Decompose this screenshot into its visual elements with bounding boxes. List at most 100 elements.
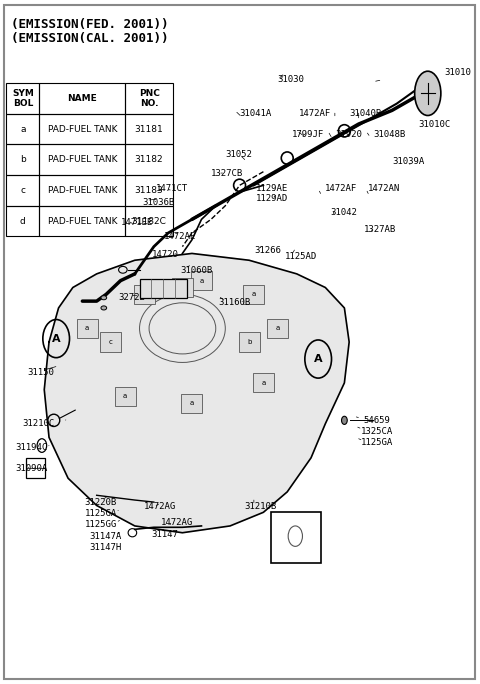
Bar: [39, 206, 125, 237]
Text: 14720: 14720: [152, 250, 179, 259]
Bar: [115, 387, 136, 406]
Bar: [39, 114, 125, 144]
Text: PNC
NO.: PNC NO.: [139, 89, 159, 108]
Bar: [125, 175, 173, 206]
Text: 31048B: 31048B: [373, 130, 405, 139]
Text: PAD-FUEL TANK: PAD-FUEL TANK: [48, 186, 117, 195]
Text: 31160B: 31160B: [218, 298, 251, 307]
Text: PAD-FUEL TANK: PAD-FUEL TANK: [48, 155, 117, 164]
Text: a: a: [190, 400, 194, 406]
Text: 1327AB: 1327AB: [363, 225, 396, 234]
Text: 31220B: 31220B: [85, 497, 117, 507]
Text: 1799JF: 1799JF: [292, 130, 324, 139]
Text: 1472AF: 1472AF: [325, 184, 358, 193]
Text: 1472AN: 1472AN: [368, 184, 400, 193]
Text: 1472AF: 1472AF: [299, 109, 331, 118]
Text: a: a: [85, 326, 89, 331]
Text: NAME: NAME: [68, 94, 97, 103]
Text: 1327CB: 1327CB: [211, 168, 243, 178]
Text: a: a: [142, 291, 146, 298]
Bar: [125, 114, 173, 144]
Text: c: c: [20, 186, 25, 195]
Bar: [253, 373, 274, 393]
Text: 31182: 31182: [135, 155, 163, 164]
Text: a: a: [123, 393, 127, 399]
Text: 31010C: 31010C: [418, 120, 450, 129]
Text: b: b: [20, 155, 26, 164]
Bar: [267, 319, 288, 338]
Bar: [6, 83, 39, 114]
Bar: [134, 285, 155, 304]
Text: 1325CA: 1325CA: [361, 428, 393, 436]
Text: 54659: 54659: [363, 416, 390, 425]
Text: (EMISSION(CAL. 2001)): (EMISSION(CAL. 2001)): [11, 32, 168, 45]
Bar: [6, 206, 39, 237]
Text: 1472AG: 1472AG: [161, 518, 193, 527]
Text: 31040B: 31040B: [349, 109, 382, 118]
Bar: [191, 271, 212, 290]
Bar: [6, 114, 39, 144]
Text: 31194C: 31194C: [16, 443, 48, 452]
Text: a: a: [20, 124, 25, 133]
Text: PAD-FUEL TANK: PAD-FUEL TANK: [48, 217, 117, 226]
Text: 31060B: 31060B: [180, 266, 212, 275]
Text: 1125GA: 1125GA: [85, 509, 117, 518]
Text: (EMISSION(FED. 2001)): (EMISSION(FED. 2001)): [11, 18, 168, 31]
Bar: [6, 175, 39, 206]
Text: 31052: 31052: [225, 150, 252, 159]
Text: 1125GA: 1125GA: [361, 438, 393, 447]
Bar: [239, 332, 260, 352]
Text: 1472AG: 1472AG: [144, 502, 177, 512]
Text: c: c: [109, 339, 113, 345]
Text: A: A: [52, 334, 60, 343]
Text: 31181: 31181: [135, 124, 164, 133]
Polygon shape: [44, 254, 349, 533]
Text: 31182C: 31182C: [132, 217, 167, 226]
Text: 31147H: 31147H: [90, 543, 122, 552]
Text: 31090A: 31090A: [16, 464, 48, 473]
Bar: [172, 278, 193, 297]
Text: 31030: 31030: [278, 75, 305, 84]
Bar: [140, 278, 187, 298]
Ellipse shape: [101, 295, 107, 300]
Text: 1129AE: 1129AE: [256, 184, 288, 193]
Text: 31920: 31920: [335, 130, 362, 139]
Bar: [125, 206, 173, 237]
Bar: [77, 319, 97, 338]
Text: 1125GG: 1125GG: [85, 520, 117, 529]
Bar: [243, 285, 264, 304]
Text: a: a: [261, 380, 265, 386]
Text: b: b: [247, 339, 252, 345]
Text: d: d: [180, 285, 185, 291]
Bar: [125, 83, 173, 114]
Text: 31210C: 31210C: [23, 419, 55, 428]
Text: 32722: 32722: [118, 293, 145, 302]
Text: 31147A: 31147A: [90, 531, 122, 540]
Text: 1471DB: 1471DB: [285, 531, 317, 540]
Bar: [125, 144, 173, 175]
Ellipse shape: [415, 71, 441, 116]
Text: 1472AE: 1472AE: [163, 232, 196, 241]
Ellipse shape: [101, 306, 107, 310]
Text: 31183: 31183: [135, 186, 164, 195]
Text: 31041A: 31041A: [240, 109, 272, 118]
Text: 31042: 31042: [330, 208, 357, 217]
Text: SYM
BOL: SYM BOL: [12, 89, 34, 108]
Bar: [39, 175, 125, 206]
Text: 1471EE: 1471EE: [120, 218, 153, 227]
Text: 31039A: 31039A: [392, 157, 424, 166]
Bar: [100, 332, 121, 352]
Ellipse shape: [342, 417, 347, 425]
Bar: [181, 394, 203, 413]
Text: 1125AD: 1125AD: [285, 252, 317, 261]
Text: a: a: [252, 291, 256, 298]
Text: a: a: [276, 326, 280, 331]
Text: d: d: [20, 217, 26, 226]
Text: A: A: [314, 354, 323, 364]
Bar: [6, 144, 39, 175]
Text: 31147: 31147: [152, 529, 179, 538]
Text: 31210B: 31210B: [244, 502, 276, 512]
Text: PAD-FUEL TANK: PAD-FUEL TANK: [48, 124, 117, 133]
Bar: [39, 83, 125, 114]
Text: 31266: 31266: [254, 246, 281, 254]
